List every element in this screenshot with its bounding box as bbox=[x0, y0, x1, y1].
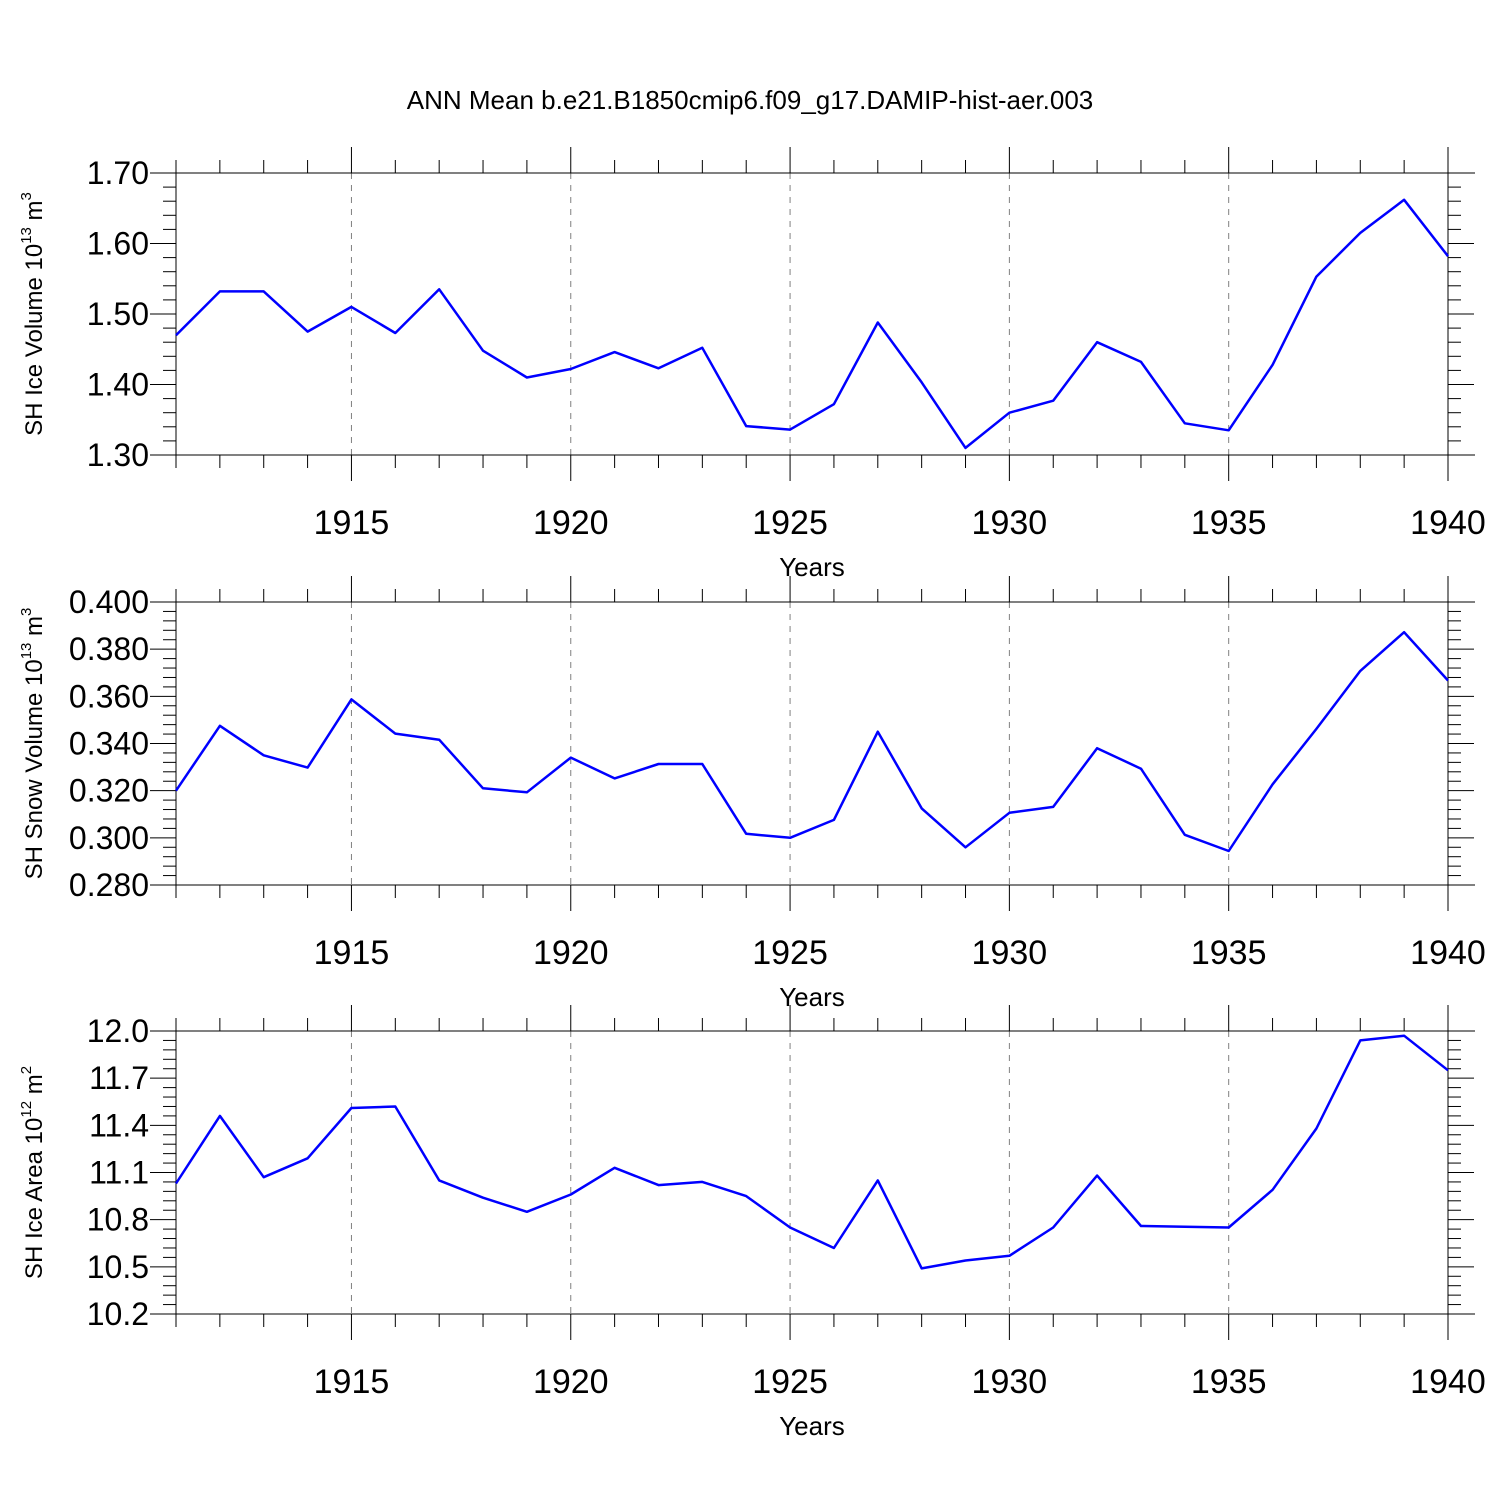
y-axis-label: SH Ice Area 1012 m2 bbox=[18, 1066, 48, 1279]
x-tick-label: 1930 bbox=[972, 1363, 1048, 1401]
series-line bbox=[174, 1034, 1449, 1270]
x-axis-label: Years bbox=[779, 1411, 845, 1441]
x-tick-label: 1930 bbox=[972, 934, 1048, 972]
x-tick-label: 1935 bbox=[1191, 1363, 1267, 1401]
x-tick-label: 1935 bbox=[1191, 504, 1267, 542]
x-tick-label: 1930 bbox=[972, 504, 1048, 542]
x-tick-label: 1925 bbox=[752, 934, 828, 972]
y-tick-label: 0.360 bbox=[69, 678, 149, 714]
x-tick-label: 1915 bbox=[314, 504, 390, 542]
y-tick-label: 10.2 bbox=[87, 1296, 149, 1332]
y-tick-label: 10.8 bbox=[87, 1202, 149, 1238]
y-tick-label: 11.1 bbox=[89, 1155, 149, 1191]
y-tick-label: 0.400 bbox=[69, 584, 149, 620]
x-tick-label: 1915 bbox=[314, 934, 390, 972]
x-tick-label: 1935 bbox=[1191, 934, 1267, 972]
x-tick-label: 1920 bbox=[533, 934, 609, 972]
x-tick-label: 1940 bbox=[1410, 504, 1486, 542]
panel-2: 1915 1920 1925 1930 1935 1940 0.280 0.300 0.320 0… bbox=[18, 576, 1486, 1012]
series-line bbox=[175, 198, 1449, 450]
x-axis-label: Years bbox=[779, 552, 845, 582]
y-tick-label: 10.5 bbox=[87, 1249, 149, 1285]
series-line bbox=[174, 630, 1449, 853]
panel-3: 1915 1920 1925 1930 1935 1940 10.2 10.5 10.8 11.1… bbox=[18, 1005, 1486, 1441]
x-tick-label: 1920 bbox=[533, 1363, 609, 1401]
y-tick-label: 12.0 bbox=[87, 1013, 149, 1049]
x-tick-label: 1915 bbox=[314, 1363, 390, 1401]
x-tick-label: 1940 bbox=[1410, 1363, 1486, 1401]
panel-1: 1915 1920 1925 1930 1935 1940 1.30 1.40 1.50 1.60… bbox=[18, 147, 1486, 582]
y-tick-label: 0.340 bbox=[69, 726, 149, 762]
x-tick-label: 1940 bbox=[1410, 934, 1486, 972]
y-tick-label: 11.4 bbox=[89, 1107, 149, 1143]
y-axis-label: SH Snow Volume 1013 m3 bbox=[18, 608, 48, 880]
y-tick-label: 1.50 bbox=[87, 296, 149, 332]
x-tick-label: 1925 bbox=[752, 504, 828, 542]
y-tick-label: 1.60 bbox=[87, 226, 149, 262]
y-tick-label: 1.30 bbox=[87, 437, 149, 473]
chart-title: ANN Mean b.e21.B1850cmip6.f09_g17.DAMIP-… bbox=[407, 85, 1094, 115]
y-axis-label: SH Ice Volume 1013 m3 bbox=[18, 192, 48, 436]
y-tick-label: 0.300 bbox=[69, 820, 149, 856]
x-axis-label: Years bbox=[779, 982, 845, 1012]
x-tick-label: 1925 bbox=[752, 1363, 828, 1401]
y-tick-label: 1.70 bbox=[87, 155, 149, 191]
y-tick-label: 0.280 bbox=[69, 867, 149, 903]
y-tick-label: 0.320 bbox=[69, 773, 149, 809]
y-tick-label: 0.380 bbox=[69, 631, 149, 667]
y-tick-label: 11.7 bbox=[89, 1060, 149, 1096]
y-tick-label: 1.40 bbox=[87, 367, 149, 403]
x-tick-label: 1920 bbox=[533, 504, 609, 542]
